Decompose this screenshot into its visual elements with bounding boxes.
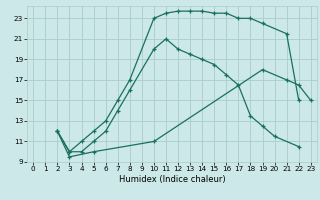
- X-axis label: Humidex (Indice chaleur): Humidex (Indice chaleur): [119, 175, 225, 184]
